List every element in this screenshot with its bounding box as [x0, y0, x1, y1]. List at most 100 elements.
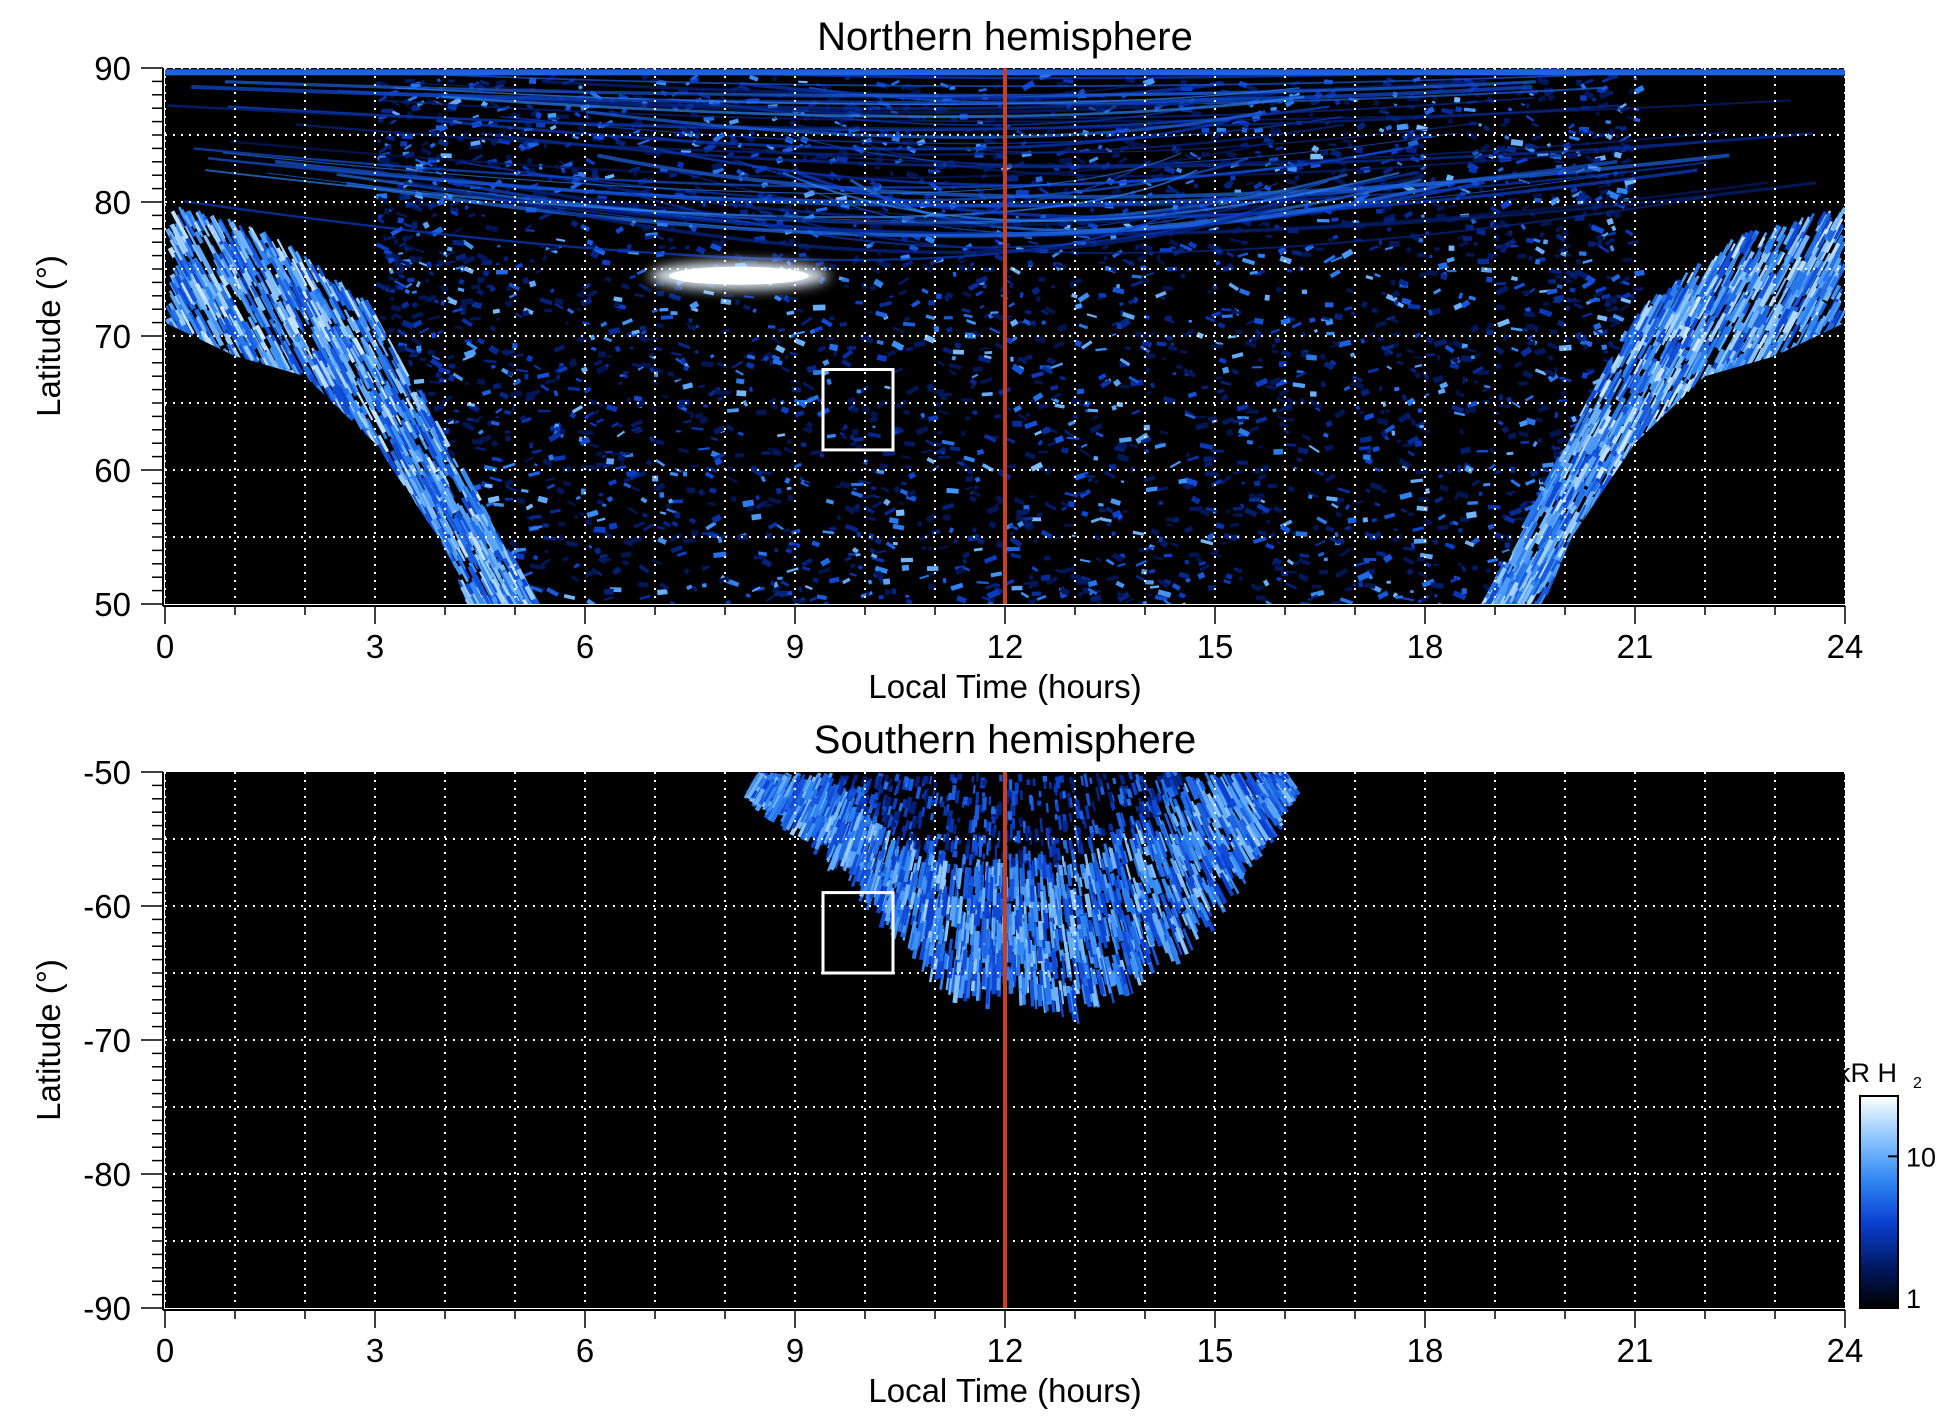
cap-speckle [764, 503, 773, 508]
cap-speckle [1309, 317, 1316, 323]
cap-speckle [717, 536, 723, 544]
cap-speckle [1386, 580, 1391, 584]
cap-speckle [849, 441, 858, 447]
cap-speckle [555, 238, 566, 242]
cap-speckle [555, 486, 566, 496]
cap-speckle [1599, 188, 1611, 196]
cap-speckle [1601, 232, 1610, 238]
cap-speckle [1516, 253, 1527, 260]
cap-speckle [476, 378, 486, 385]
cap-speckle [852, 487, 857, 491]
cap-speckle [1187, 241, 1198, 249]
cap-speckle [1448, 245, 1455, 251]
cap-speckle [725, 599, 732, 604]
cap-speckle [617, 455, 626, 462]
cap-speckle [1526, 323, 1536, 331]
cap-speckle [453, 409, 460, 413]
cap-speckle [1098, 507, 1106, 513]
cap-speckle [768, 397, 777, 404]
cap-speckle [1211, 449, 1224, 453]
cap-speckle [1031, 591, 1042, 596]
cap-speckle [1246, 439, 1254, 445]
cap-speckle [505, 153, 512, 161]
cap-speckle [1433, 246, 1440, 252]
cap-speckle [667, 237, 674, 243]
cap-speckle [700, 360, 714, 368]
cap-speckle [1483, 482, 1491, 487]
cap-speckle [1575, 79, 1583, 86]
cap-speckle [1273, 448, 1284, 455]
cap-speckle [1252, 366, 1263, 369]
cap-speckle [1388, 241, 1400, 248]
cap-speckle [690, 529, 699, 537]
cap-speckle [1031, 517, 1042, 522]
cap-speckle [633, 395, 643, 402]
cap-speckle [1160, 296, 1166, 300]
cap-speckle [1558, 344, 1572, 352]
cap-speckle [1335, 511, 1343, 518]
cap-speckle [796, 597, 807, 604]
cap-speckle [767, 325, 776, 329]
cap-speckle [1439, 483, 1450, 493]
cap-speckle [1376, 208, 1383, 214]
cap-speckle [1415, 420, 1427, 428]
cap-speckle [397, 217, 404, 224]
cap-speckle [1331, 217, 1339, 222]
cap-speckle [1511, 490, 1516, 494]
cap-speckle [1147, 593, 1152, 597]
cap-speckle [454, 325, 463, 330]
cap-speckle [1149, 382, 1156, 389]
cap-speckle [1589, 297, 1601, 303]
cap-speckle [1559, 376, 1572, 383]
cap-speckle [1164, 315, 1172, 321]
cap-speckle [1077, 591, 1084, 598]
cap-speckle [926, 456, 936, 465]
cap-speckle [1198, 560, 1207, 567]
cap-speckle [935, 293, 943, 300]
cap-speckle [841, 349, 854, 360]
cap-speckle [842, 577, 851, 585]
cap-speckle [437, 259, 451, 266]
cap-speckle [1393, 386, 1400, 392]
cap-speckle [876, 354, 888, 362]
cap-speckle [454, 419, 460, 424]
cap-speckle [682, 382, 694, 390]
cap-speckle [1308, 112, 1314, 117]
cap-speckle [415, 158, 428, 165]
cap-speckle [1222, 265, 1234, 272]
cap-speckle [1168, 238, 1180, 248]
cap-speckle [1306, 354, 1317, 361]
cap-speckle [1478, 123, 1482, 127]
cap-speckle [837, 206, 848, 212]
cap-speckle [1560, 248, 1572, 258]
cap-speckle [960, 431, 966, 436]
cap-speckle [878, 595, 884, 600]
cap-speckle [1258, 464, 1271, 474]
cap-speckle [936, 430, 943, 435]
cap-speckle [438, 112, 442, 118]
cap-speckle [716, 361, 728, 369]
cap-speckle [695, 245, 706, 255]
cap-speckle [1568, 129, 1577, 135]
cap-speckle [626, 397, 631, 403]
cap-speckle [981, 391, 993, 397]
cap-speckle [1072, 415, 1078, 419]
cap-speckle [1568, 135, 1580, 141]
cap-speckle [1414, 440, 1423, 447]
cap-speckle [961, 290, 972, 299]
cap-speckle [1438, 474, 1444, 479]
cap-speckle [1011, 585, 1023, 591]
cap-speckle [621, 318, 634, 326]
cap-speckle [523, 307, 534, 315]
cap-speckle [578, 436, 591, 446]
cap-speckle [760, 475, 767, 483]
cap-speckle [575, 377, 582, 383]
cap-speckle [1419, 427, 1431, 434]
cap-speckle [942, 514, 951, 521]
cap-speckle [651, 379, 659, 386]
cap-speckle [1460, 565, 1467, 573]
cap-speckle [689, 414, 694, 419]
cap-speckle [1416, 556, 1427, 562]
cap-speckle [1418, 571, 1428, 579]
